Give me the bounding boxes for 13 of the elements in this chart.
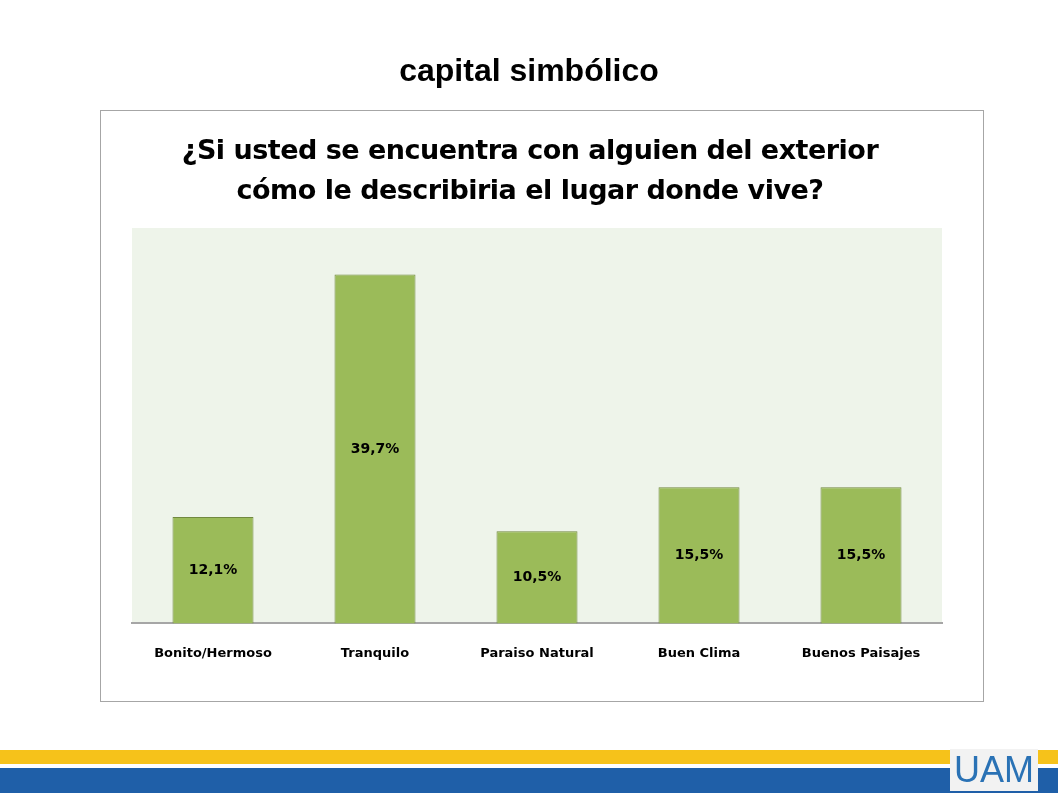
data-label: 10,5% [512,567,562,584]
x-tick-label: Tranquilo [340,644,410,660]
data-label: 15,5% [674,545,724,562]
chart-title: capital simbólico [398,52,660,89]
text: UAM [954,749,1034,790]
data-label: 15,5% [836,545,886,562]
x-tick-label: Bonito/Hermoso [154,644,272,660]
chart-subtitle: ¿Si usted se encuentra con alguien del exterior cómo le describiria el lugar donde vive? [180,133,880,207]
x-tick-label: Buenos Paisajes [801,644,921,660]
x-tick-label: Buen Clima [657,644,741,660]
data-label: 12,1% [188,560,238,577]
x-tick-label: Paraiso Natural [480,644,594,660]
data-label: 39,7% [350,439,400,456]
